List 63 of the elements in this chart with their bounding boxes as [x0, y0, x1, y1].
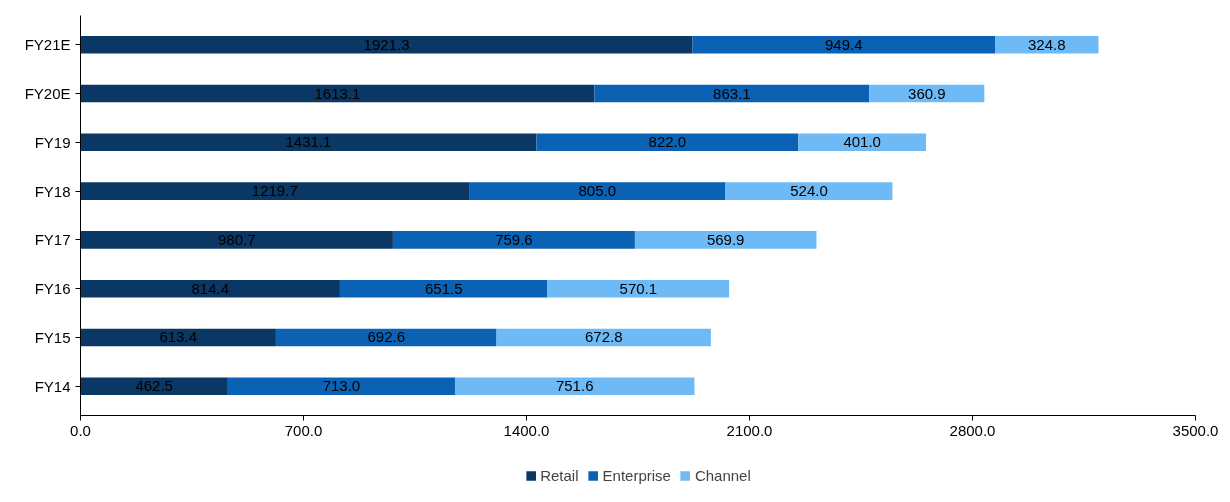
legend-label: Channel	[694, 466, 751, 484]
data-label: 1219.7	[251, 182, 298, 200]
data-label: 814.4	[191, 279, 229, 297]
bar	[547, 279, 730, 298]
bar	[275, 328, 497, 347]
data-label: 401.0	[843, 133, 881, 151]
bar	[536, 133, 799, 152]
x-tick-label: 700.0	[284, 421, 323, 439]
data-label: 524.0	[790, 182, 828, 200]
x-tick-label: 0.0	[70, 421, 91, 439]
bar	[594, 84, 870, 103]
legend-label: Enterprise	[602, 466, 671, 484]
data-label: 759.6	[495, 230, 533, 248]
data-label: 713.0	[322, 377, 361, 395]
data-label: 360.9	[908, 84, 946, 102]
y-tick-label: FY18	[34, 182, 71, 200]
y-tick-label: FY20E	[24, 85, 71, 103]
bar	[634, 231, 817, 249]
y-tick-label: FY17	[34, 231, 71, 249]
y-tick-label: FY16	[34, 280, 71, 298]
bar	[454, 377, 695, 396]
bar	[80, 133, 537, 152]
bar	[80, 328, 276, 347]
data-label: 324.8	[1027, 35, 1066, 53]
bar	[469, 182, 726, 200]
x-tick-label: 2800.0	[949, 421, 996, 439]
bar	[692, 35, 996, 54]
bar	[80, 377, 228, 396]
y-tick-label: FY21E	[24, 36, 71, 54]
data-label: 692.6	[367, 328, 406, 346]
data-label: 613.4	[159, 328, 197, 346]
bar	[80, 279, 340, 298]
data-label: 569.9	[706, 230, 745, 248]
data-label: 1431.1	[285, 133, 332, 151]
data-label: 863.1	[713, 84, 751, 102]
bar	[80, 35, 693, 54]
x-tick-label: 3500.0	[1172, 421, 1219, 439]
bar	[80, 182, 470, 200]
bar	[80, 84, 595, 103]
y-tick-label: FY19	[34, 133, 71, 151]
bar	[227, 377, 455, 396]
data-label: 672.8	[584, 328, 623, 346]
bar	[995, 35, 1099, 54]
data-label: 980.7	[217, 230, 256, 248]
data-label: 805.0	[578, 182, 617, 200]
data-label: 1613.1	[314, 84, 361, 102]
y-tick-label: FY15	[34, 328, 71, 346]
data-label: 751.6	[555, 377, 594, 395]
x-tick-label: 2100.0	[726, 421, 773, 439]
data-label: 1921.3	[363, 35, 410, 53]
bar	[392, 231, 635, 249]
bar	[339, 279, 548, 298]
data-label: 651.5	[424, 279, 463, 297]
legend-label: Retail	[540, 466, 579, 484]
data-label: 822.0	[648, 133, 687, 151]
data-label: 570.1	[619, 279, 658, 297]
bar	[80, 231, 393, 249]
x-tick-label: 1400.0	[503, 421, 550, 439]
data-label: 949.4	[825, 35, 863, 53]
data-label: 462.5	[135, 377, 173, 395]
y-tick-label: FY14	[34, 377, 71, 395]
bar	[725, 182, 893, 200]
bar	[496, 328, 711, 347]
